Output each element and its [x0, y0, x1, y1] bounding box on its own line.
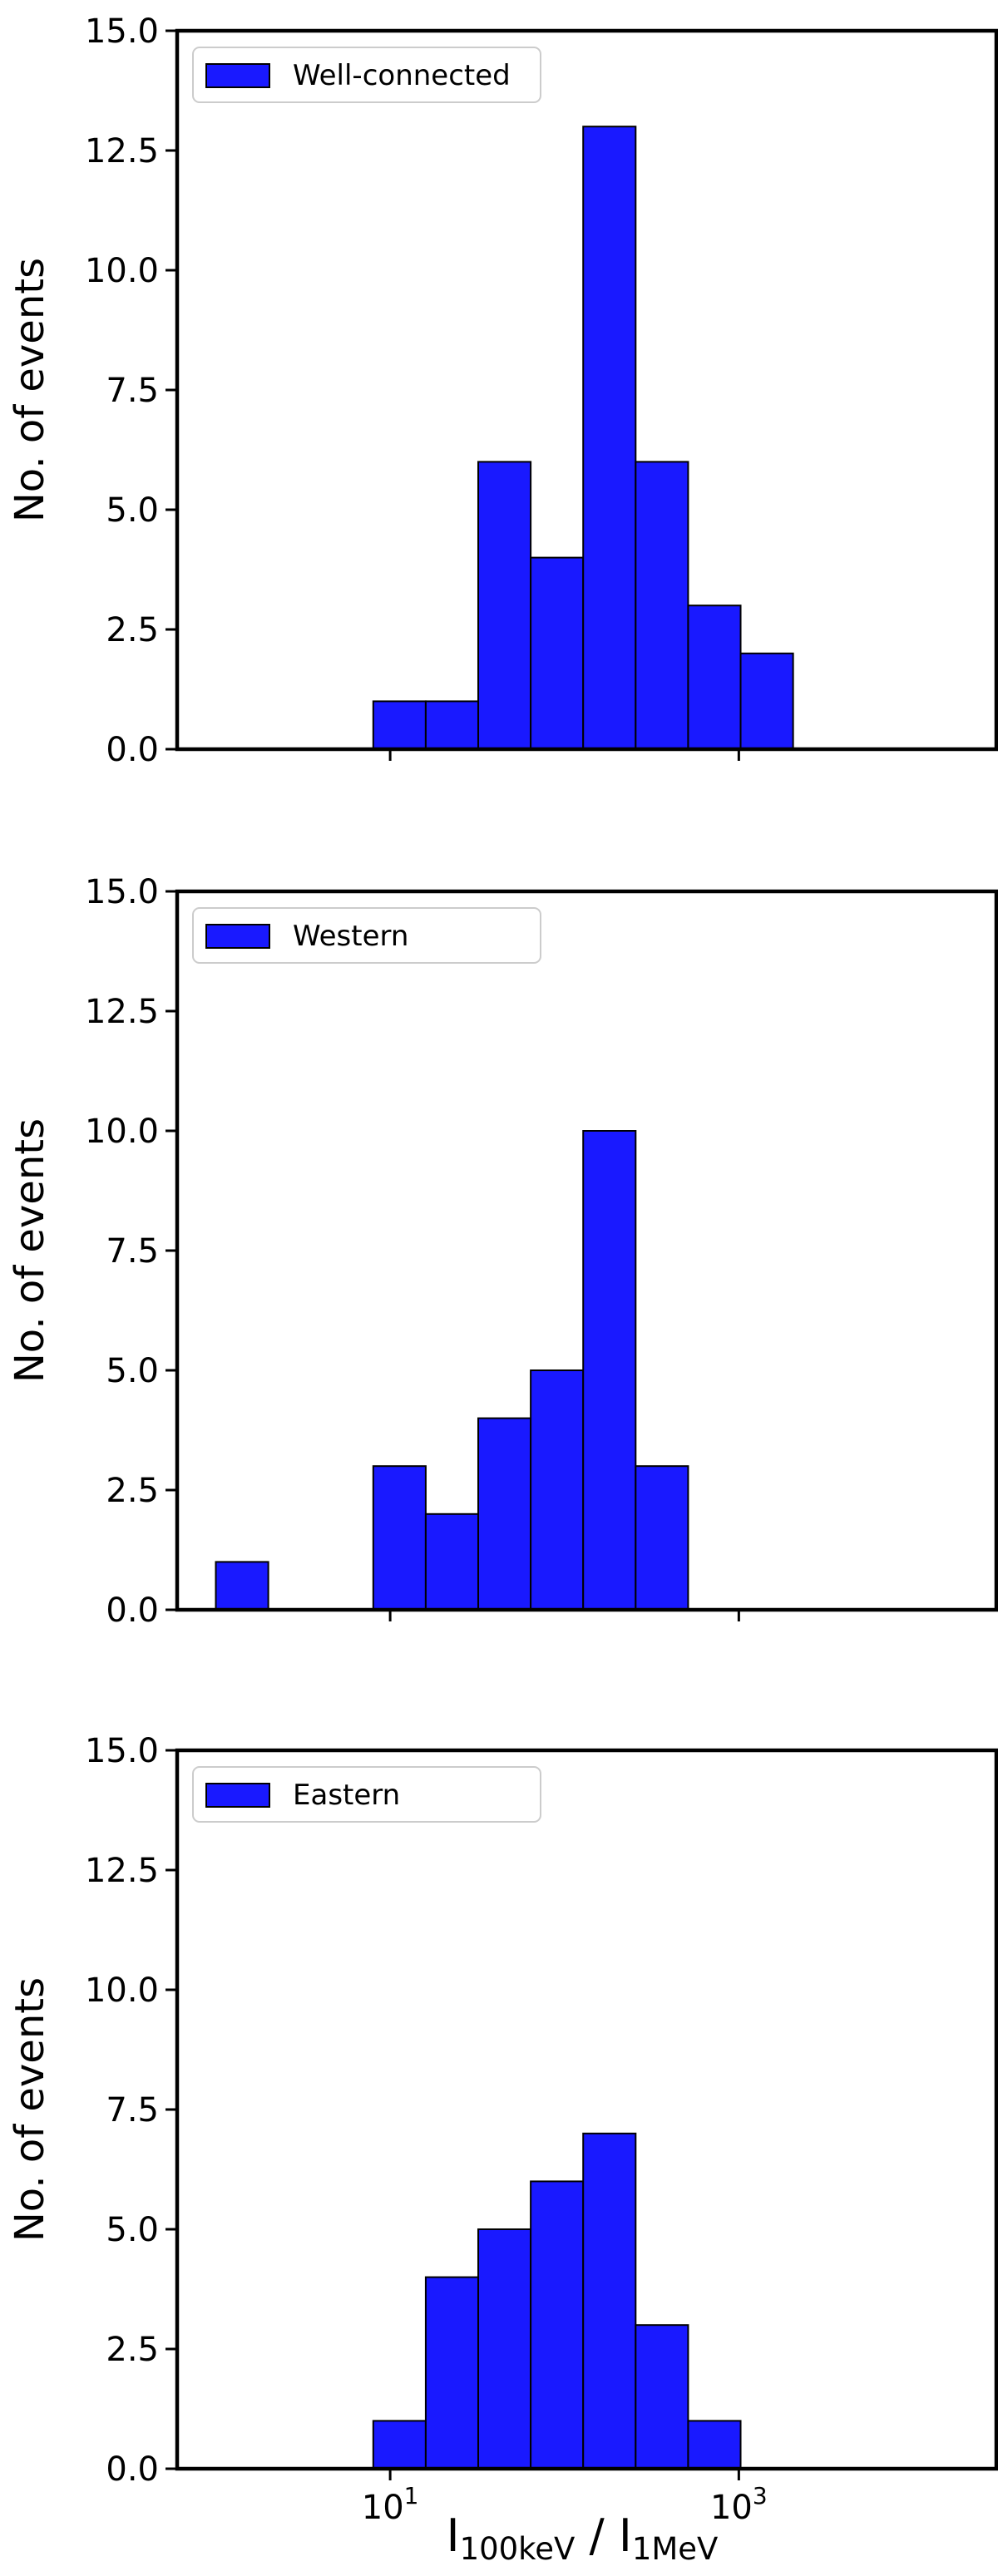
histogram-bar	[739, 652, 794, 750]
y-axis-label: No. of events	[7, 1118, 53, 1383]
histogram-bar	[687, 605, 742, 751]
y-tick-label: 12.5	[85, 132, 159, 170]
histogram-bar	[530, 556, 585, 750]
y-tick-label: 2.5	[106, 2331, 159, 2369]
y-axis-label: No. of events	[7, 258, 53, 522]
histogram-bar	[635, 1465, 689, 1611]
histogram-bar	[372, 700, 427, 751]
legend-label: Western	[293, 920, 408, 953]
histogram-bar	[477, 1417, 532, 1611]
x-tick-label: 101	[362, 2482, 419, 2527]
histogram-bar	[635, 461, 689, 751]
histogram-bar	[530, 2180, 585, 2470]
y-tick-label: 0.0	[106, 2450, 159, 2489]
y-tick-label: 12.5	[85, 993, 159, 1031]
x-axis-label: I100keV / I1MeV	[447, 2509, 719, 2567]
y-tick-label: 10.0	[85, 1971, 159, 2010]
y-tick-label: 7.5	[106, 1232, 159, 1271]
histogram-bar	[582, 126, 637, 750]
histogram-bar	[582, 2132, 637, 2470]
x-tick-label: 103	[710, 2482, 768, 2527]
y-tick-label: 15.0	[85, 12, 159, 51]
histogram-panels: 0.0 2.5 5.0 7.5 10.0 12.5 15.0 No. of events Wel…	[7, 12, 998, 2527]
histogram-bar	[215, 1561, 269, 1611]
histogram-bar	[635, 2324, 689, 2470]
y-tick-label: 0.0	[106, 731, 159, 769]
y-tick-label: 5.0	[106, 2211, 159, 2249]
y-tick-label: 0.0	[106, 1591, 159, 1630]
histogram-bar	[530, 1369, 585, 1611]
legend-box	[192, 1766, 541, 1823]
y-tick-label: 5.0	[106, 491, 159, 530]
histogram-bar	[424, 2276, 480, 2470]
y-tick-label: 15.0	[85, 1732, 159, 1770]
y-tick-label: 10.0	[85, 252, 159, 290]
y-tick-label: 10.0	[85, 1113, 159, 1151]
legend-swatch	[205, 63, 270, 88]
histogram-panel: 0.0 2.5 5.0 7.5 10.0 12.5 15.0 No. of events Wes…	[7, 873, 998, 1630]
histogram-panel: 0.0 2.5 5.0 7.5 10.0 12.5 15.0 No. of events Wel…	[7, 12, 998, 769]
legend-box	[192, 907, 541, 964]
legend: Western	[192, 907, 541, 964]
y-tick-label: 15.0	[85, 873, 159, 911]
histogram-bar	[424, 700, 480, 751]
legend-label: Well-connected	[293, 59, 511, 92]
y-tick-label: 12.5	[85, 1852, 159, 1890]
legend: Eastern	[192, 1766, 541, 1823]
histogram-bar	[477, 2228, 532, 2470]
histogram-bar	[477, 461, 532, 751]
y-tick-label: 5.0	[106, 1352, 159, 1390]
histogram-bar	[424, 1513, 480, 1611]
legend-label: Eastern	[293, 1779, 400, 1812]
legend-swatch	[205, 1783, 270, 1808]
histogram-bar	[687, 2420, 742, 2470]
histogram-bar	[372, 1465, 427, 1611]
histogram-bar	[582, 1130, 637, 1611]
y-tick-label: 2.5	[106, 611, 159, 649]
histogram-bar	[372, 2420, 427, 2470]
y-axis-label: No. of events	[7, 1977, 53, 2242]
legend-swatch	[205, 924, 270, 949]
y-tick-label: 7.5	[106, 372, 159, 410]
y-tick-label: 7.5	[106, 2091, 159, 2129]
legend-box	[192, 47, 541, 103]
y-tick-label: 2.5	[106, 1472, 159, 1510]
legend: Well-connected	[192, 47, 541, 103]
histogram-panel: 0.0 2.5 5.0 7.5 10.0 12.5 15.0 No. of events 101…	[7, 1732, 998, 2527]
